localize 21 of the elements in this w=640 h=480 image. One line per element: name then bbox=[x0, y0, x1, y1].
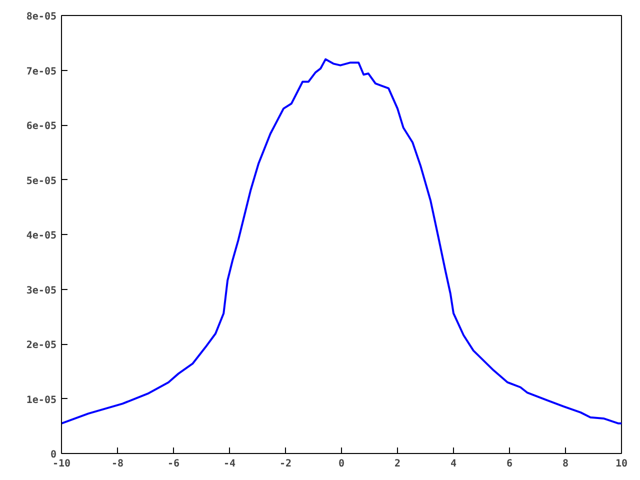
y-tick-label: 7e-05 bbox=[26, 66, 57, 78]
y-tick-label: 4e-05 bbox=[26, 230, 57, 242]
x-tick-label: -8 bbox=[111, 458, 124, 470]
x-tick-label: -2 bbox=[279, 458, 292, 470]
line-series bbox=[62, 58, 622, 424]
x-tick-label: 10 bbox=[615, 458, 628, 470]
x-tick-label: 0 bbox=[338, 458, 345, 470]
y-tick-label: 0 bbox=[50, 450, 57, 460]
x-tick-label: -6 bbox=[167, 458, 180, 470]
y-tick-label: 8e-05 bbox=[26, 12, 57, 22]
x-tick-label: 6 bbox=[506, 458, 513, 470]
x-tick-label: 4 bbox=[450, 458, 457, 470]
y-tick-label: 6e-05 bbox=[26, 121, 57, 132]
x-tick-label: -10 bbox=[52, 458, 71, 470]
y-tick-label: 1e-05 bbox=[26, 394, 57, 406]
y-tick-label: 5e-05 bbox=[26, 176, 57, 187]
x-tick-label: 2 bbox=[394, 458, 401, 470]
x-tick-label: 8 bbox=[562, 458, 569, 470]
y-tick-label: 2e-05 bbox=[26, 340, 57, 351]
y-tick-label: 3e-05 bbox=[26, 285, 57, 296]
x-tick-label: -4 bbox=[223, 458, 236, 470]
